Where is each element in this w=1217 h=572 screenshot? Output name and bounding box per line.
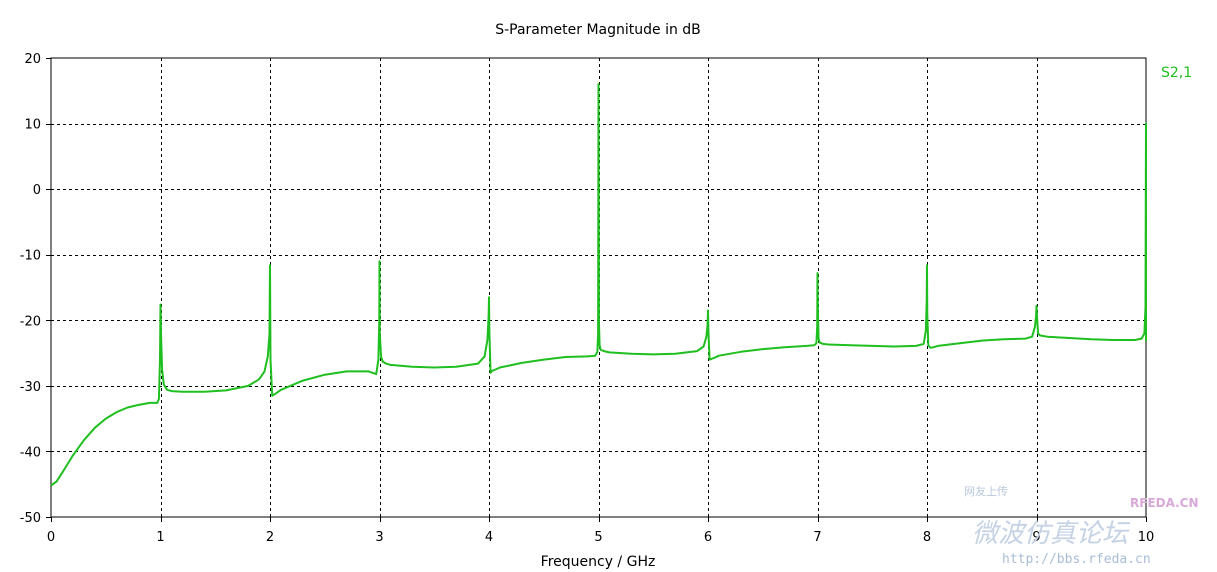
x-tick-label: 0: [47, 530, 55, 545]
series-line-s21: [50, 83, 1147, 487]
watermark-url: http://bbs.rfeda.cn: [1002, 552, 1151, 567]
watermark-upload-text: 网友上传: [964, 484, 1008, 498]
y-tick-label: 10: [24, 118, 41, 133]
series-layer: S2,1: [50, 65, 1192, 487]
x-tick-label: 9: [1032, 530, 1040, 545]
y-tick-label: 20: [24, 52, 41, 67]
x-tick-label: 1: [156, 530, 164, 545]
y-tick-label: -20: [20, 314, 41, 329]
x-axis-ticks: 0 1 2 3 4 5 6 7 8 9 10: [47, 517, 1154, 545]
x-tick-label: 8: [923, 530, 931, 545]
x-tick-label: 4: [485, 530, 493, 545]
x-tick-label: 3: [375, 530, 383, 545]
watermark-brand: RFEDA.CN: [1130, 496, 1199, 510]
x-tick-label: 5: [594, 530, 602, 545]
y-tick-label: 0: [33, 183, 41, 198]
y-tick-label: -30: [20, 380, 41, 395]
legend-entry-s21: S2,1: [1161, 65, 1192, 81]
x-tick-label: 7: [813, 530, 821, 545]
y-tick-label: -50: [20, 511, 41, 526]
y-tick-label: -40: [20, 445, 41, 460]
chart-title: S-Parameter Magnitude in dB: [495, 22, 701, 38]
y-axis-ticks: -50 -40 -30 -20 -10 0 10 20: [20, 52, 51, 526]
x-axis-title: Frequency / GHz: [541, 554, 656, 570]
x-tick-label: 2: [266, 530, 274, 545]
watermark-forum-name: 微波仿真论坛: [972, 519, 1131, 549]
y-tick-label: -10: [20, 249, 41, 264]
x-tick-label: 6: [704, 530, 712, 545]
watermark: 网友上传 RFEDA.CN 微波仿真论坛 http://bbs.rfeda.cn: [964, 484, 1199, 567]
x-tick-label: 10: [1138, 530, 1155, 545]
